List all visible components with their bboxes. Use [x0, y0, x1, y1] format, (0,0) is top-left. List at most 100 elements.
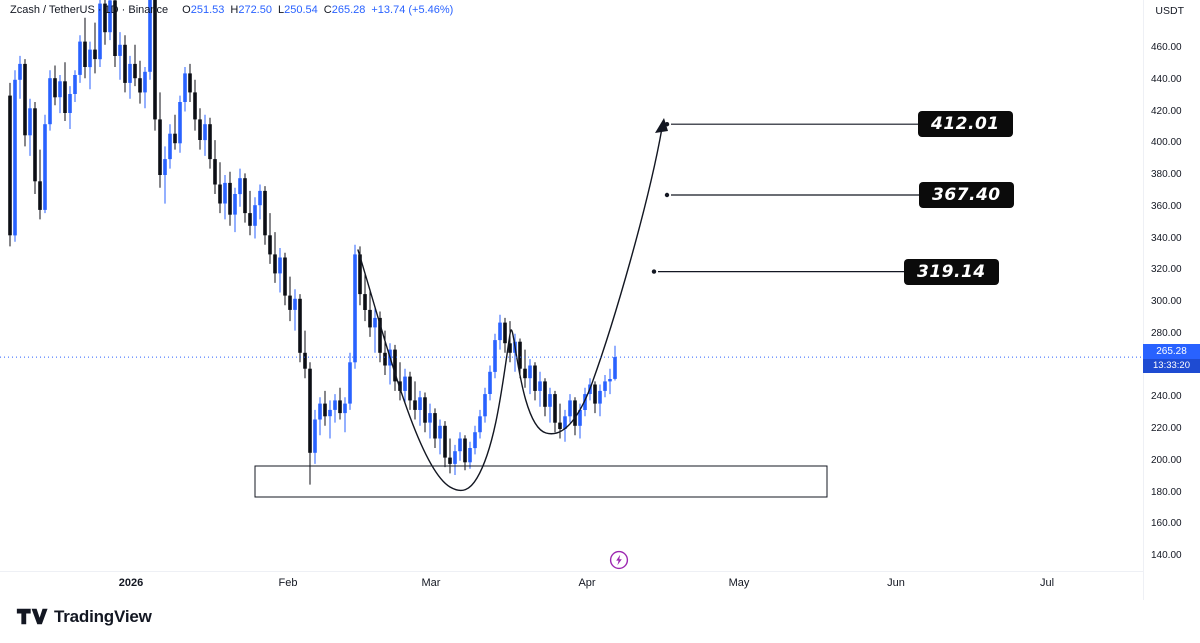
candle-body — [243, 178, 247, 214]
candle-body — [373, 317, 377, 328]
candle-body — [43, 124, 47, 210]
projection-curve-drawing[interactable] — [357, 127, 663, 492]
price-scale-tick: 160.00 — [1151, 518, 1182, 530]
candle-body — [508, 343, 512, 353]
candle-body — [468, 448, 472, 463]
candle-body — [183, 73, 187, 102]
candle-body — [238, 178, 242, 195]
price-target-label[interactable]: 412.01 — [918, 111, 1013, 138]
candle-body — [518, 341, 522, 369]
price-scale[interactable]: 460.00 440.00 420.00 400.00 380.00 360.00 340.… — [1143, 0, 1200, 600]
price-scale-tick: 180.00 — [1151, 486, 1182, 498]
candle-body — [228, 182, 232, 215]
tradingview-watermark[interactable]: TradingView — [16, 605, 152, 628]
change-value: +13.74 (+5.46%) — [371, 4, 454, 16]
candle-body — [268, 235, 272, 255]
candle-body — [208, 124, 212, 160]
candle-body — [533, 365, 537, 391]
price-scale-tick: 440.00 — [1151, 73, 1182, 85]
candle-body — [58, 81, 62, 98]
target-anchor-dot[interactable] — [651, 269, 657, 274]
candle-body — [223, 182, 227, 204]
candle-body — [428, 413, 432, 423]
time-scale-tick: Mar — [421, 577, 441, 589]
price-scale-tick: 320.00 — [1151, 264, 1182, 276]
candle-body — [168, 133, 172, 160]
candle-body — [178, 102, 182, 144]
candle-body — [593, 384, 597, 404]
price-scale-tick: 360.00 — [1151, 200, 1182, 212]
symbol-title[interactable]: Zcash / TetherUS · 1D · Binance — [10, 4, 169, 16]
candle-body — [478, 416, 482, 433]
candle-body — [113, 0, 117, 56]
candle-body — [413, 400, 417, 410]
rectangle-drawing[interactable] — [254, 465, 828, 498]
candle-body — [528, 365, 532, 379]
open-value: 251.53 — [190, 4, 225, 16]
candle-body — [423, 397, 427, 423]
candle-body — [63, 81, 67, 113]
candle-body — [558, 422, 562, 429]
candle-body — [328, 409, 332, 417]
target-anchor-dot[interactable] — [664, 122, 670, 127]
candle-body — [48, 78, 52, 125]
tradingview-logo-icon — [16, 608, 48, 625]
candle-body — [358, 254, 362, 295]
candle-body — [553, 394, 557, 423]
candle-body — [563, 416, 567, 429]
candle-body — [503, 322, 507, 344]
price-scale-currency[interactable]: USDT — [1155, 5, 1184, 17]
candle-body — [463, 438, 467, 463]
candle-body — [343, 403, 347, 414]
candle-body — [363, 294, 367, 310]
price-target-label[interactable]: 367.40 — [919, 182, 1014, 208]
candle-body — [308, 368, 312, 453]
candle-body — [198, 119, 202, 140]
candle-body — [378, 317, 382, 353]
candle-body — [288, 295, 292, 310]
curve-arrowhead-icon — [655, 118, 668, 133]
candle-body — [608, 379, 612, 382]
time-scale-tick: Feb — [278, 577, 298, 589]
candle-body — [108, 0, 112, 33]
candle-body — [103, 3, 107, 33]
candle-body — [258, 190, 262, 206]
candle-body — [443, 425, 447, 458]
candle-body — [483, 394, 487, 417]
candle-body — [158, 119, 162, 175]
symbol-legend[interactable]: Zcash / TetherUS · 1D · Binance O 251.53… — [10, 4, 453, 16]
candle-body — [123, 44, 127, 83]
candle-body — [583, 394, 587, 410]
candle-body — [253, 205, 257, 226]
candle-body — [543, 381, 547, 407]
lightning-icon[interactable] — [609, 550, 629, 570]
candlestick-chart-canvas[interactable] — [0, 0, 1143, 600]
price-target-label[interactable]: 319.14 — [904, 258, 999, 285]
candle-body — [33, 108, 37, 182]
candle-body — [163, 159, 167, 175]
candle-body — [348, 362, 352, 404]
price-scale-tick: 240.00 — [1151, 391, 1182, 403]
candle-body — [338, 400, 342, 414]
candle-body — [603, 381, 607, 391]
candle-body — [488, 371, 492, 394]
candle-body — [138, 78, 142, 93]
price-scale-tick: 300.00 — [1151, 296, 1182, 307]
candle-body — [148, 0, 152, 72]
candle-body — [213, 159, 217, 185]
current-price-badge: 265.28 13:33:20 — [1143, 344, 1200, 374]
candle-body — [173, 133, 177, 144]
price-scale-tick: 200.00 — [1151, 454, 1182, 466]
candle-body — [568, 400, 572, 417]
candle-body — [323, 403, 327, 417]
candle-body — [458, 438, 462, 452]
candle-body — [23, 63, 27, 136]
close-label: C — [323, 4, 332, 16]
target-anchor-dot[interactable] — [664, 192, 670, 198]
time-scale[interactable]: 2026 Feb Mar Apr May Jun Jul — [0, 571, 1143, 598]
candle-body — [8, 95, 12, 236]
candle-body — [143, 71, 147, 93]
price-scale-tick: 380.00 — [1151, 169, 1182, 180]
candle-body — [88, 49, 92, 68]
candle-body — [433, 413, 437, 439]
